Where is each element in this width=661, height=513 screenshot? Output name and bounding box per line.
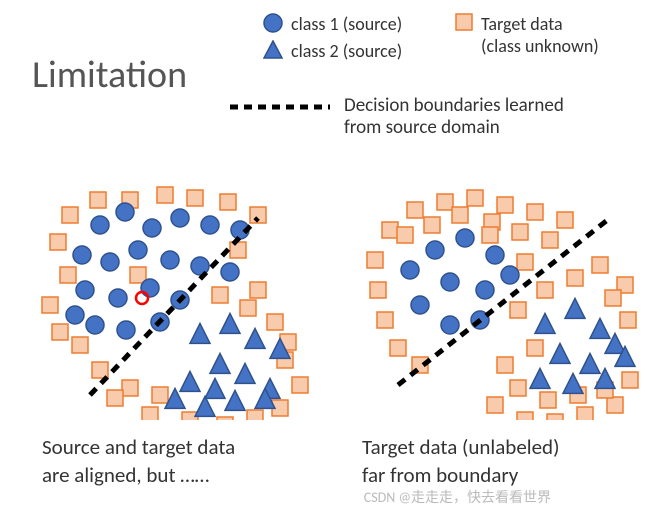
right-caption-line2: far from boundary: [362, 461, 559, 489]
left-caption: Source and target data are aligned, but …: [42, 433, 235, 489]
left-caption-line1: Source and target data: [42, 433, 235, 461]
page-title: Limitation: [32, 52, 187, 98]
right-scatter-plot: [350, 170, 650, 420]
square-icon: [455, 13, 473, 31]
right-caption-line1: Target data (unlabeled): [362, 433, 559, 461]
legend-class1-label: class 1 (source): [291, 13, 402, 35]
legend-boundary-line1: Decision boundaries learned: [344, 95, 564, 117]
dash-icon: [230, 95, 330, 119]
legend-class2-label: class 2 (source): [291, 40, 402, 62]
legend-boundary: Decision boundaries learned from source …: [230, 95, 564, 139]
legend-class1: class 1 (source): [263, 13, 402, 35]
legend-target: Target data (class unknown): [455, 13, 599, 57]
watermark: CSDN @走走走，快去看看世界: [364, 487, 551, 507]
left-scatter-plot: [30, 170, 320, 420]
title-text: Limitation: [32, 52, 187, 98]
right-caption: Target data (unlabeled) far from boundar…: [362, 433, 559, 489]
watermark-text: CSDN @走走走，快去看看世界: [364, 489, 551, 506]
legend-class2: class 2 (source): [263, 40, 402, 62]
triangle-icon: [263, 40, 283, 60]
circle-icon: [263, 13, 283, 33]
legend-target-line2: (class unknown): [481, 35, 599, 57]
legend-target-line1: Target data: [481, 13, 599, 35]
left-caption-line2: are aligned, but ……: [42, 461, 235, 489]
legend-boundary-line2: from source domain: [344, 117, 564, 139]
